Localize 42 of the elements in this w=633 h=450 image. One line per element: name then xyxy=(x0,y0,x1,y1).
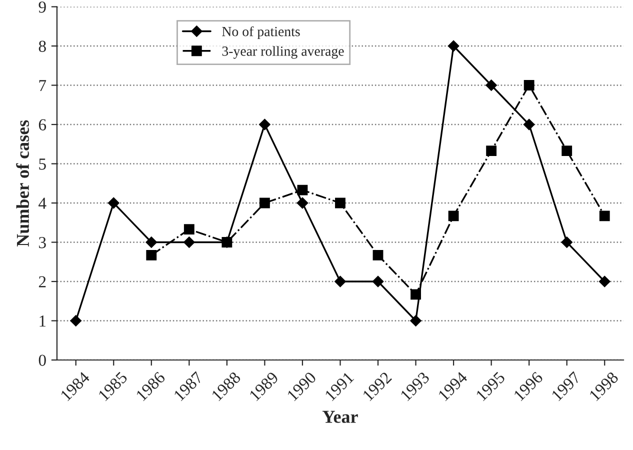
point xyxy=(259,198,270,208)
y-tick-label: 2 xyxy=(38,276,46,288)
point xyxy=(334,276,346,288)
legend-label: No of patients xyxy=(222,26,300,40)
y-tick-label: 6 xyxy=(38,119,46,130)
y-tick-label: 4 xyxy=(38,198,46,209)
point xyxy=(259,118,270,130)
point xyxy=(184,236,195,248)
x-axis-title: Year xyxy=(322,410,358,423)
point xyxy=(410,315,422,326)
y-tick-label: 0 xyxy=(38,354,46,366)
point xyxy=(184,224,194,235)
point xyxy=(146,236,157,248)
point xyxy=(562,146,572,156)
point xyxy=(486,146,497,156)
point xyxy=(146,250,157,260)
point xyxy=(486,80,497,91)
legend-label: 3-year rolling average xyxy=(222,46,344,59)
y-axis-title: Number of cases xyxy=(16,120,30,247)
point xyxy=(410,289,421,300)
y-tick-label: 7 xyxy=(39,80,46,92)
point xyxy=(372,250,384,260)
y-tick-label: 3 xyxy=(39,236,46,248)
point xyxy=(335,198,346,208)
point xyxy=(296,197,308,209)
x-tick-label: 1991 xyxy=(324,372,354,402)
point xyxy=(222,237,232,248)
point xyxy=(448,40,460,52)
point xyxy=(599,210,610,222)
point xyxy=(524,80,534,90)
point xyxy=(448,210,459,222)
point xyxy=(70,315,82,326)
point xyxy=(561,236,572,248)
point xyxy=(599,276,610,288)
y-tick-label: 9 xyxy=(38,1,46,13)
y-tick-label: 5 xyxy=(39,158,46,170)
point xyxy=(372,276,384,288)
y-tick-label: 8 xyxy=(38,40,46,52)
point xyxy=(297,184,308,196)
point xyxy=(108,197,120,209)
y-tick-label: 1 xyxy=(40,316,46,327)
point xyxy=(523,118,535,130)
